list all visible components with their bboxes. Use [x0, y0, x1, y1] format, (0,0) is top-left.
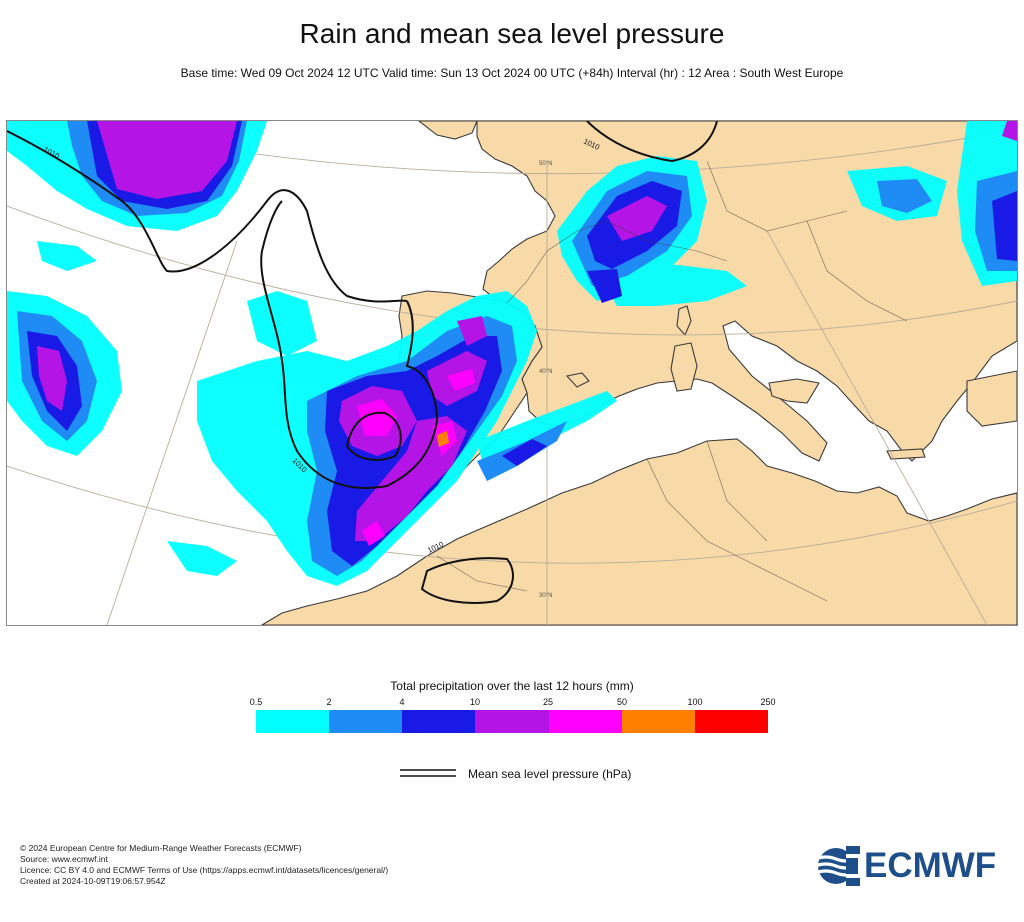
legend-tick: 0.5 [249, 697, 263, 707]
colorbar-segment-6 [694, 710, 768, 733]
mslp-legend-label: Mean sea level pressure (hPa) [468, 767, 632, 781]
legend-title: Total precipitation over the last 12 hou… [390, 679, 634, 693]
land-sardinia [670, 342, 698, 392]
legend-tick: 4 [399, 697, 405, 707]
footer-licence: Licence: CC BY 4.0 and ECMWF Terms of Us… [20, 865, 389, 875]
forecast-map: 50°N 40°N 30°N [6, 120, 1018, 626]
footer-copyright: © 2024 European Centre for Medium-Range … [20, 843, 302, 853]
precip-50-100mm [437, 431, 449, 447]
colorbar-segment-2 [402, 710, 476, 733]
chart-title: Rain and mean sea level pressure [299, 18, 725, 49]
ecmwf-logo-text: ECMWF [864, 846, 997, 885]
isobar-legend-icon [400, 769, 456, 777]
legend-tick: 10 [469, 697, 481, 707]
land-corsica [676, 305, 692, 337]
legend-tick: 250 [760, 697, 776, 707]
precipitation-colorbar [256, 710, 768, 733]
legend-tick: 25 [542, 697, 554, 707]
legend-tick: 50 [616, 697, 628, 707]
land-north-africa [260, 438, 1017, 625]
footer-credits: © 2024 European Centre for Medium-Range … [20, 843, 388, 887]
land-crete [886, 448, 926, 460]
colorbar-segment-5 [621, 710, 695, 733]
precip-10-25mm [37, 121, 1017, 541]
graticule-label-40n: 40°N [539, 369, 552, 375]
mslp-legend: Mean sea level pressure (hPa) [400, 764, 660, 784]
graticule-label-50n: 50°N [539, 161, 552, 167]
land-balearics [565, 372, 590, 388]
legend-ticks: 0.5 2 4 10 25 50 100 250 [250, 697, 776, 709]
legend-tick: 100 [687, 697, 703, 707]
chart-subtitle: Base time: Wed 09 Oct 2024 12 UTC Valid … [180, 66, 844, 80]
land-britain [418, 121, 478, 140]
land-anatolia [966, 370, 1017, 427]
ecmwf-logo-icon [814, 846, 860, 886]
colorbar-segment-4 [548, 710, 622, 733]
footer-created: Created at 2024-10-09T19:06:57.954Z [20, 876, 166, 886]
legend-tick: 2 [326, 697, 332, 707]
country-borders [436, 160, 908, 602]
isobars [7, 121, 718, 604]
footer-source: Source: www.ecmwf.int [20, 854, 108, 864]
colorbar-segment-1 [329, 710, 403, 733]
graticule-label-30n: 30°N [539, 593, 552, 599]
ecmwf-logo: ECMWF [812, 846, 1008, 886]
precip-25-50mm [357, 369, 475, 546]
colorbar-segment-3 [475, 710, 549, 733]
colorbar-segment-0 [256, 710, 330, 733]
land-sicily [768, 378, 820, 404]
